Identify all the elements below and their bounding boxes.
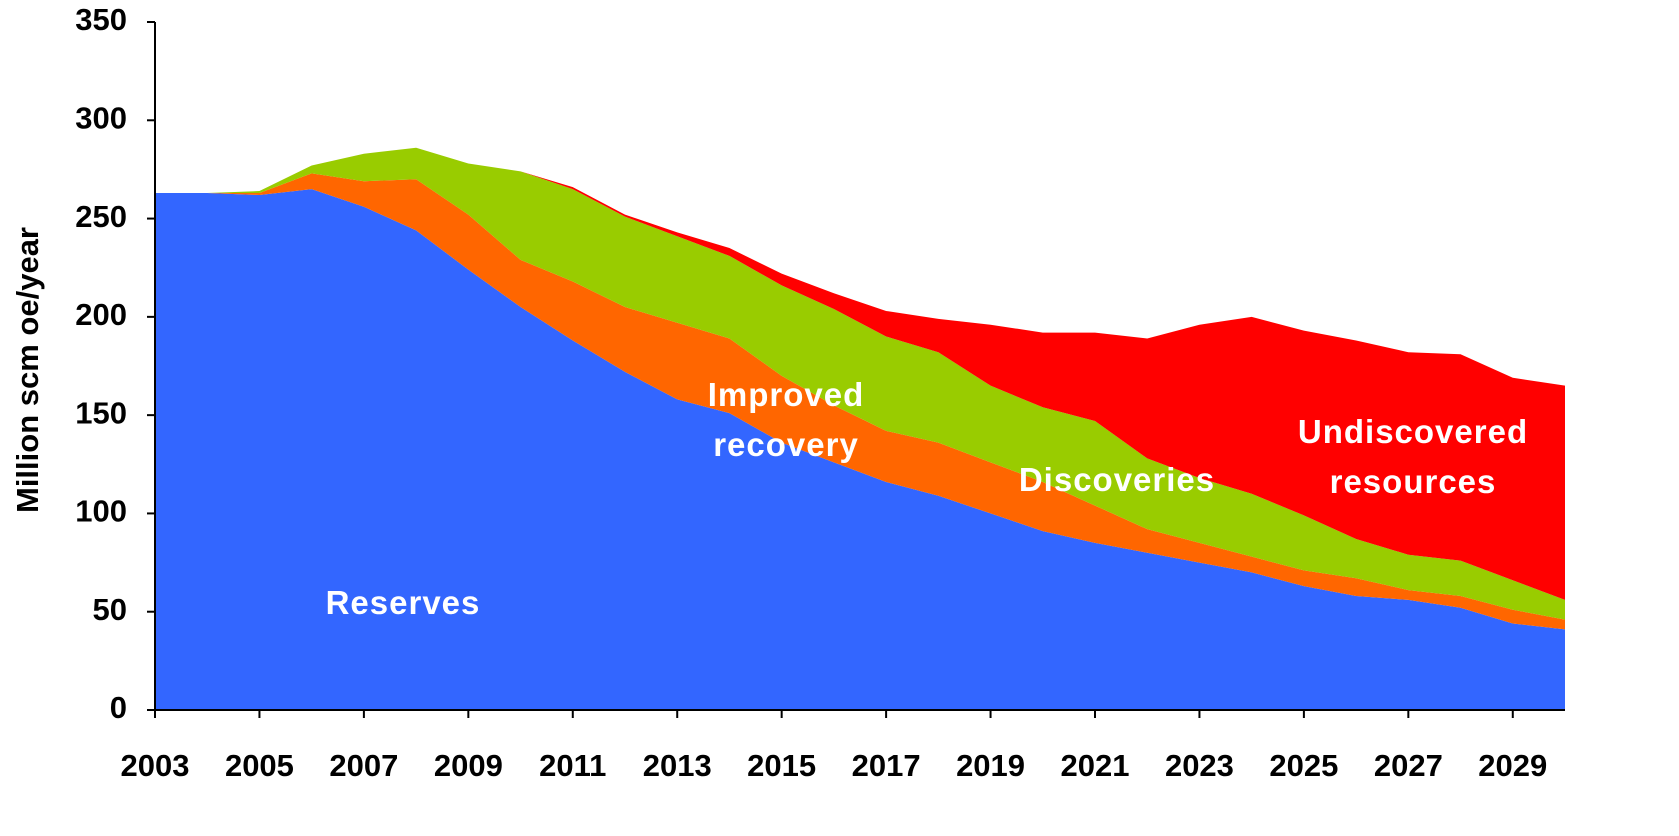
x-tick-label: 2015: [747, 748, 816, 783]
x-tick-label: 2023: [1165, 748, 1234, 783]
y-tick-label: 250: [75, 199, 127, 234]
x-tick-label: 2027: [1374, 748, 1443, 783]
x-tick-label: 2005: [225, 748, 294, 783]
y-tick-label: 100: [75, 494, 127, 529]
x-tick-label: 2025: [1269, 748, 1338, 783]
y-tick-label: 350: [75, 2, 127, 37]
area-label: Reserves: [325, 584, 481, 621]
area-label: Undiscovered resources: [1297, 413, 1529, 500]
area: [155, 189, 1565, 711]
y-tick-label: 0: [110, 690, 127, 725]
x-tick-label: 2013: [643, 748, 712, 783]
x-tick-label: 2029: [1478, 748, 1547, 783]
x-tick-label: 2021: [1061, 748, 1130, 783]
area: [155, 147, 1565, 600]
y-tick-label: 200: [75, 297, 127, 332]
y-axis-title: Million scm oe/year: [10, 227, 45, 513]
area-label: Discoveries: [1018, 461, 1216, 498]
area-label: Improved recovery: [707, 376, 865, 463]
y-tick-label: 50: [93, 592, 127, 627]
area: [155, 173, 1565, 630]
y-tick-label: 300: [75, 100, 127, 135]
x-tick-label: 2019: [956, 748, 1025, 783]
x-tick-label: 2017: [852, 748, 921, 783]
x-tick-label: 2011: [539, 748, 606, 783]
y-tick-label: 150: [75, 395, 127, 430]
x-tick-label: 2007: [329, 748, 398, 783]
x-tick-label: 2003: [121, 748, 190, 783]
area: [155, 147, 1565, 620]
x-tick-label: 2009: [434, 748, 503, 783]
